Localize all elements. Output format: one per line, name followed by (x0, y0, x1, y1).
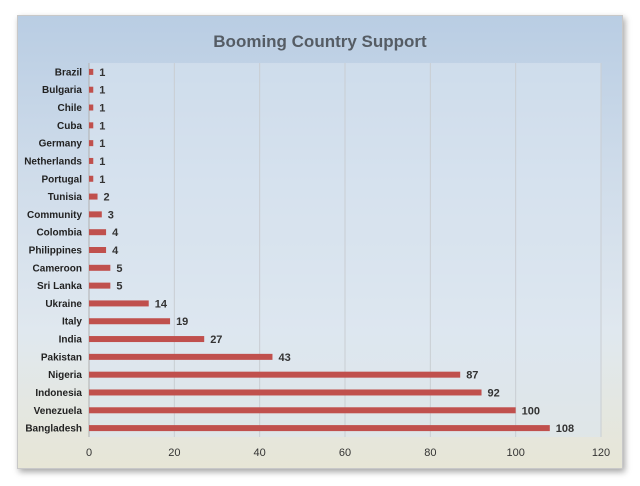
category-label: Tunisia (48, 192, 83, 203)
bar (89, 300, 149, 307)
data-label: 1 (99, 67, 105, 79)
bar (89, 104, 94, 111)
x-tick-label: 80 (424, 447, 436, 459)
data-label: 3 (108, 209, 114, 221)
bar (89, 140, 94, 147)
bar (89, 175, 94, 182)
bar (89, 425, 550, 432)
bar (89, 193, 98, 200)
bar (89, 282, 111, 289)
bar (89, 68, 94, 75)
category-label: India (59, 335, 83, 346)
data-label: 27 (210, 334, 222, 346)
data-label: 1 (99, 85, 105, 97)
category-label: Italy (62, 317, 82, 328)
data-label: 108 (556, 423, 574, 435)
chart-frame: Booming Country Support 0 20 40 60 80 100 120 B… (17, 15, 623, 469)
bar (89, 407, 516, 414)
data-label: 2 (104, 192, 110, 204)
category-label: Ukraine (45, 299, 82, 310)
data-label: 1 (99, 103, 105, 115)
category-label: Bulgaria (42, 85, 82, 96)
data-label: 14 (155, 298, 168, 310)
category-label: Community (27, 210, 82, 221)
bar (89, 336, 205, 343)
chart-title: Booming Country Support (213, 32, 427, 51)
bar (89, 86, 94, 93)
category-label: Indonesia (35, 388, 82, 399)
category-label: Netherlands (24, 156, 82, 167)
x-tick-label: 120 (592, 447, 610, 459)
category-label: Philippines (29, 246, 83, 257)
data-label: 43 (278, 352, 290, 364)
category-label: Sri Lanka (37, 281, 82, 292)
data-label: 100 (522, 405, 540, 417)
data-label: 87 (466, 370, 478, 382)
category-label: Venezuela (34, 406, 83, 417)
x-tick-label: 100 (506, 447, 524, 459)
data-label: 1 (99, 120, 105, 132)
category-label: Germany (39, 139, 83, 150)
data-label: 1 (99, 138, 105, 150)
bar (89, 371, 461, 378)
category-label: Brazil (55, 67, 82, 78)
bar (89, 264, 111, 271)
data-label: 5 (116, 281, 122, 293)
category-label: Bangladesh (25, 424, 82, 435)
data-label: 5 (116, 263, 122, 275)
category-label: Chile (58, 103, 83, 114)
category-label: Nigeria (48, 370, 82, 381)
data-label: 4 (112, 245, 119, 257)
bar-chart: 0 20 40 60 80 100 120 Brazil 1 Bulgaria 1 Chile 1 Cub… (24, 63, 610, 459)
data-label: 1 (99, 174, 105, 186)
category-label: Pakistan (41, 352, 82, 363)
bar (89, 229, 107, 236)
data-label: 1 (99, 156, 105, 168)
data-label: 92 (488, 387, 500, 399)
data-label: 4 (112, 227, 119, 239)
bar (89, 318, 171, 325)
x-tick-label: 0 (86, 447, 92, 459)
x-tick-label: 60 (339, 447, 351, 459)
data-label: 19 (176, 316, 188, 328)
x-tick-label: 20 (168, 447, 180, 459)
bar (89, 211, 102, 218)
category-label: Cameroon (33, 263, 82, 274)
bar (89, 389, 482, 396)
bar (89, 353, 273, 360)
category-label: Colombia (36, 228, 82, 239)
bar (89, 247, 107, 253)
category-label: Cuba (57, 121, 82, 132)
bar (89, 122, 94, 129)
category-label: Portugal (41, 174, 82, 185)
x-tick-label: 40 (254, 447, 266, 459)
bar (89, 157, 94, 164)
